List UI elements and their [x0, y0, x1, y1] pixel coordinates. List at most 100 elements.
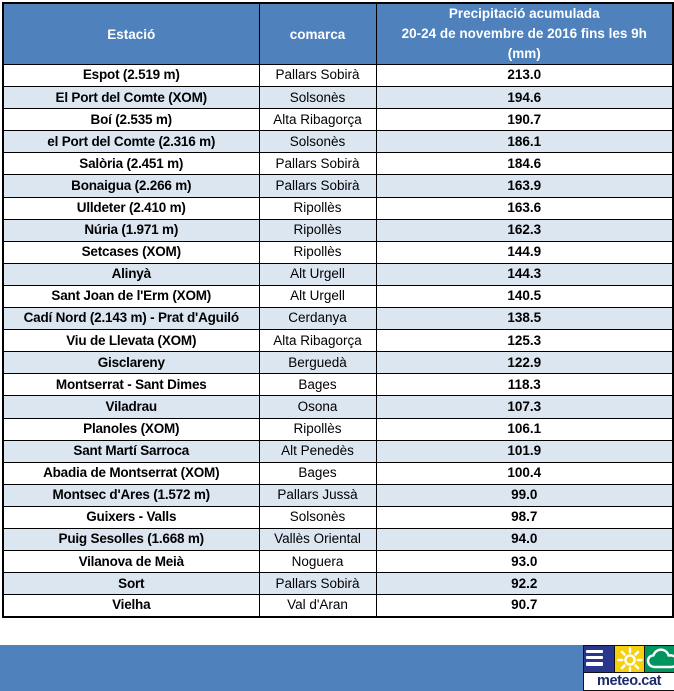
cell-value: 163.9 — [375, 174, 674, 198]
cloud-icon — [644, 646, 674, 672]
cell-comarca: Val d'Aran — [258, 594, 377, 618]
cell-comarca: Pallars Sobirà — [258, 572, 377, 596]
cell-station: Abadia de Montserrat (XOM) — [2, 461, 260, 485]
cell-comarca: Berguedà — [258, 351, 377, 375]
cell-station: Vilanova de Meià — [2, 550, 260, 574]
cell-station: Ulldeter (2.410 m) — [2, 196, 260, 220]
cell-station: el Port del Comte (2.316 m) — [2, 130, 260, 154]
precip-header-line3: (mm) — [507, 46, 541, 61]
cell-value: 93.0 — [375, 550, 674, 574]
cell-value: 98.7 — [375, 505, 674, 529]
cell-comarca: Alta Ribagorça — [258, 329, 377, 353]
table-row: Boí (2.535 m) Alta Ribagorça 190.7 — [2, 108, 674, 132]
table-row: Setcases (XOM) Ripollès 144.9 — [2, 240, 674, 264]
cell-comarca: Ripollès — [258, 417, 377, 441]
cell-station: Sant Joan de l'Erm (XOM) — [2, 284, 260, 309]
table-row: Planoles (XOM) Ripollès 106.1 — [2, 417, 674, 441]
table-row: Viladrau Osona 107.3 — [2, 395, 674, 419]
col-header-precipitation: Precipitació acumulada 20-24 de novembre… — [375, 2, 674, 65]
cell-comarca: Solsonès — [258, 505, 377, 529]
cell-comarca: Pallars Sobirà — [258, 63, 377, 88]
table-row: Cadí Nord (2.143 m) - Prat d'Aguiló Cerda… — [2, 307, 674, 331]
table-row: Abadia de Montserrat (XOM) Bages 100.4 — [2, 461, 674, 485]
cell-station: Vielha — [2, 594, 260, 618]
cell-station: Núria (1.971 m) — [2, 218, 260, 242]
table-header: Estació comarca Precipitació acumulada 2… — [2, 2, 674, 65]
table-row: Montserrat - Sant Dimes Bages 118.3 — [2, 373, 674, 397]
cell-comarca: Alt Urgell — [258, 284, 377, 309]
table-row: el Port del Comte (2.316 m) Solsonès 186.1 — [2, 130, 674, 154]
cell-comarca: Alta Ribagorça — [258, 108, 377, 132]
table-row: Núria (1.971 m) Ripollès 162.3 — [2, 218, 674, 242]
cell-value: 144.3 — [375, 262, 674, 286]
cell-comarca: Pallars Jussà — [258, 483, 377, 507]
cell-value: 186.1 — [375, 130, 674, 154]
col-header-comarca: comarca — [258, 2, 377, 65]
cell-value: 213.0 — [375, 63, 674, 88]
cell-station: Puig Sesolles (1.668 m) — [2, 527, 260, 552]
cell-station: Sant Martí Sarroca — [2, 439, 260, 463]
table-row: Viu de Llevata (XOM) Alta Ribagorça 125.3 — [2, 329, 674, 353]
table-body: Espot (2.519 m) Pallars Sobirà 213.0 El Por… — [2, 63, 674, 618]
cell-comarca: Pallars Sobirà — [258, 152, 377, 176]
cell-comarca: Pallars Sobirà — [258, 174, 377, 198]
cell-station: Alinyà — [2, 262, 260, 286]
col-header-station: Estació — [2, 2, 260, 65]
cell-value: 92.2 — [375, 572, 674, 596]
cell-comarca: Ripollès — [258, 240, 377, 264]
cell-comarca: Cerdanya — [258, 307, 377, 331]
cell-station: Montsec d'Ares (1.572 m) — [2, 483, 260, 507]
cell-station: Setcases (XOM) — [2, 240, 260, 264]
cell-station: Cadí Nord (2.143 m) - Prat d'Aguiló — [2, 307, 260, 331]
cell-station: Sort — [2, 572, 260, 596]
precip-header-line2: 20-24 de novembre de 2016 fins les 9h — [401, 26, 647, 41]
table-row: Espot (2.519 m) Pallars Sobirà 213.0 — [2, 63, 674, 88]
cell-comarca: Solsonès — [258, 86, 377, 110]
cell-station: Espot (2.519 m) — [2, 63, 260, 88]
cell-comarca: Solsonès — [258, 130, 377, 154]
table-row: El Port del Comte (XOM) Solsonès 194.6 — [2, 86, 674, 110]
table-row: Bonaigua (2.266 m) Pallars Sobirà 163.9 — [2, 174, 674, 198]
cell-comarca: Alt Penedès — [258, 439, 377, 463]
sun-icon — [614, 646, 644, 672]
cell-station: Viu de Llevata (XOM) — [2, 329, 260, 353]
cell-value: 184.6 — [375, 152, 674, 176]
cell-value: 163.6 — [375, 196, 674, 220]
cell-value: 107.3 — [375, 395, 674, 419]
table-row: Sant Joan de l'Erm (XOM) Alt Urgell 140.5 — [2, 284, 674, 309]
cell-value: 125.3 — [375, 329, 674, 353]
table-row: Montsec d'Ares (1.572 m) Pallars Jussà 99.… — [2, 483, 674, 507]
table-row: Salòria (2.451 m) Pallars Sobirà 184.6 — [2, 152, 674, 176]
logo-squares — [583, 645, 674, 673]
cell-value: 144.9 — [375, 240, 674, 264]
cell-station: Salòria (2.451 m) — [2, 152, 260, 176]
cell-value: 140.5 — [375, 284, 674, 309]
meteocat-logo: meteo.cat — [583, 645, 674, 691]
cell-value: 194.6 — [375, 86, 674, 110]
cell-value: 101.9 — [375, 439, 674, 463]
table-row: Ulldeter (2.410 m) Ripollès 163.6 — [2, 196, 674, 220]
cell-station: Planoles (XOM) — [2, 417, 260, 441]
table-row: Vielha Val d'Aran 90.7 — [2, 594, 674, 618]
cell-station: El Port del Comte (XOM) — [2, 86, 260, 110]
table-row: Gisclareny Berguedà 122.9 — [2, 351, 674, 375]
cell-station: Bonaigua (2.266 m) — [2, 174, 260, 198]
cell-value: 138.5 — [375, 307, 674, 331]
cell-value: 99.0 — [375, 483, 674, 507]
cell-comarca: Bages — [258, 461, 377, 485]
table-row: Guixers - Valls Solsonès 98.7 — [2, 505, 674, 529]
table-row: Puig Sesolles (1.668 m) Vallès Oriental 94… — [2, 527, 674, 552]
table-row: Sort Pallars Sobirà 92.2 — [2, 572, 674, 596]
cell-value: 94.0 — [375, 527, 674, 552]
precipitation-table: Estació comarca Precipitació acumulada 2… — [2, 2, 674, 618]
cell-station: Montserrat - Sant Dimes — [2, 373, 260, 397]
precip-header-line1: Precipitació acumulada — [448, 6, 600, 21]
table-row: Alinyà Alt Urgell 144.3 — [2, 262, 674, 286]
cell-station: Gisclareny — [2, 351, 260, 375]
cell-comarca: Osona — [258, 395, 377, 419]
cell-station: Boí (2.535 m) — [2, 108, 260, 132]
cell-value: 100.4 — [375, 461, 674, 485]
footer-bar — [0, 645, 674, 691]
header-row: Estació comarca Precipitació acumulada 2… — [2, 2, 674, 65]
